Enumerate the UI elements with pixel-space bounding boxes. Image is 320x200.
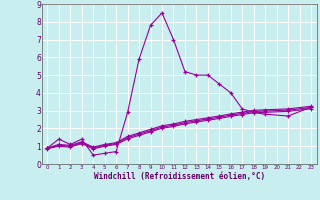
X-axis label: Windchill (Refroidissement éolien,°C): Windchill (Refroidissement éolien,°C) [94,172,265,181]
